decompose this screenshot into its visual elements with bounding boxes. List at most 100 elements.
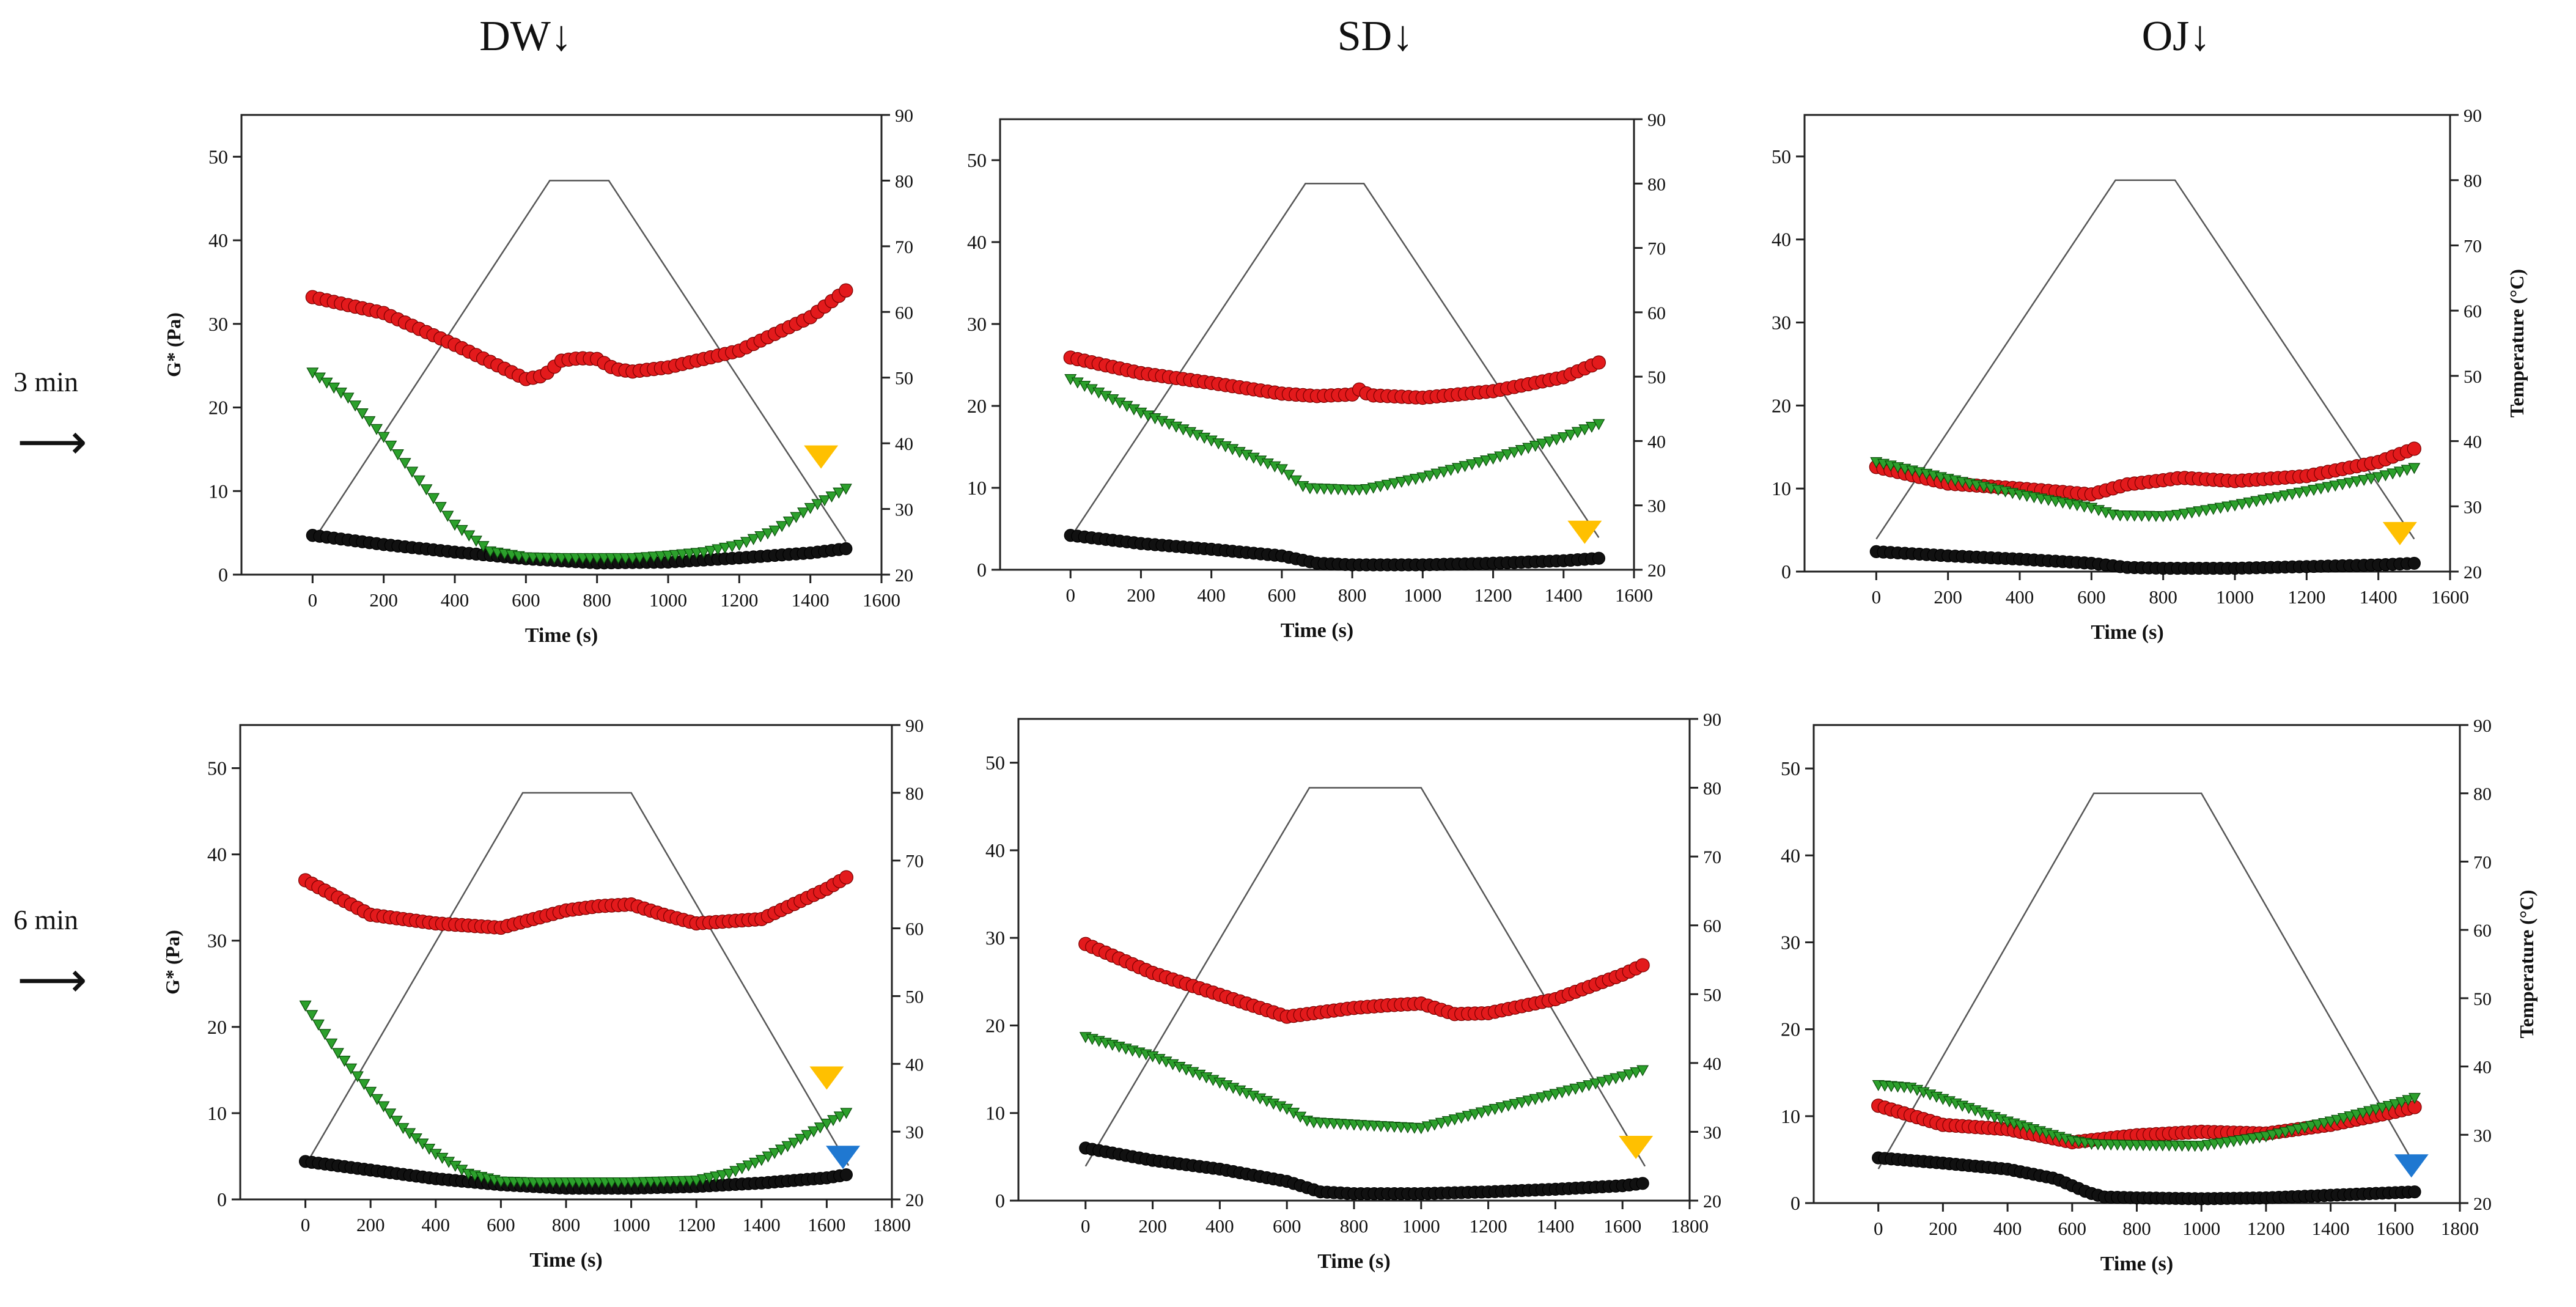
row-label-6min: 6 min xyxy=(13,904,79,935)
data-point xyxy=(463,530,476,542)
data-point xyxy=(833,1111,846,1123)
data-point xyxy=(1549,1089,1562,1100)
x-tick-label: 800 xyxy=(2122,1218,2151,1239)
y2-tick-label: 50 xyxy=(2473,989,2492,1009)
data-point xyxy=(1515,1097,1528,1109)
data-point xyxy=(704,545,717,557)
data-point xyxy=(1616,1071,1629,1083)
column-header-sd: SD↓ xyxy=(1337,13,1414,60)
data-point xyxy=(794,1133,807,1145)
x-tick-label: 1200 xyxy=(2247,1218,2285,1239)
data-point xyxy=(2350,476,2363,488)
data-point xyxy=(2272,492,2284,503)
data-point xyxy=(1353,484,1366,496)
x-tick-label: 1800 xyxy=(1671,1215,1709,1237)
data-point xyxy=(1409,474,1422,485)
series-g-prime xyxy=(1872,1080,2421,1152)
y2-axis-label: Temperature (°C) xyxy=(2515,890,2537,1039)
y-tick-label: 50 xyxy=(985,752,1005,774)
y-tick-label: 0 xyxy=(218,564,228,586)
data-point xyxy=(661,550,675,562)
y-tick-label: 10 xyxy=(1772,477,1791,499)
data-point xyxy=(2264,493,2277,505)
series-g-prime xyxy=(306,367,852,564)
data-point xyxy=(2364,473,2377,485)
data-point xyxy=(2279,490,2292,502)
data-point xyxy=(2322,482,2335,493)
data-point xyxy=(1571,427,1584,438)
y-tick-label: 30 xyxy=(207,930,227,952)
x-tick-label: 0 xyxy=(301,1214,311,1235)
data-point xyxy=(1473,457,1485,469)
y-tick-label: 40 xyxy=(985,839,1005,861)
data-point xyxy=(2357,1108,2369,1119)
data-point xyxy=(1630,1067,1643,1078)
data-point xyxy=(2379,470,2392,482)
chart-sd-3min: 0 10 20 30 40 50 20 30 40 50 60 70 80 90 0 200 400 600 800… xyxy=(967,110,1666,642)
data-point xyxy=(1421,1121,1434,1133)
data-point xyxy=(839,542,853,556)
data-point xyxy=(2372,472,2385,484)
data-point xyxy=(1636,1177,1649,1190)
data-point xyxy=(1578,424,1591,436)
data-point xyxy=(2178,509,2191,520)
x-tick-label: 400 xyxy=(1197,584,1226,606)
x-tick-label: 1600 xyxy=(1615,584,1653,606)
data-point xyxy=(839,1168,853,1182)
y2-tick-label: 30 xyxy=(1647,496,1666,517)
data-point xyxy=(801,1130,814,1141)
data-point xyxy=(719,542,732,554)
y-tick-label: 40 xyxy=(1772,229,1791,251)
y-tick-label: 20 xyxy=(1781,1018,1800,1040)
series-g-prime xyxy=(299,1000,853,1189)
data-point xyxy=(2407,441,2421,456)
plot-frame xyxy=(999,118,1635,571)
data-point xyxy=(1435,1117,1448,1129)
y2-tick-label: 60 xyxy=(2464,301,2482,322)
x-tick-label: 200 xyxy=(1929,1218,1957,1239)
data-point xyxy=(2344,1111,2357,1123)
y2-tick-label: 20 xyxy=(905,1190,924,1210)
data-point xyxy=(1468,1109,1481,1121)
x-tick-label: 600 xyxy=(2058,1218,2087,1239)
data-point xyxy=(2193,506,2206,518)
data-point xyxy=(1495,1102,1508,1114)
data-point xyxy=(1451,463,1464,474)
y2-tick-label: 90 xyxy=(2464,106,2482,126)
x-axis-label: Time (s) xyxy=(2091,621,2163,644)
data-point xyxy=(1569,1083,1582,1095)
data-point xyxy=(827,1115,840,1127)
x-tick-label: 600 xyxy=(487,1214,515,1235)
y2-tick-label: 80 xyxy=(1703,779,1721,799)
data-point xyxy=(1592,551,1605,565)
y-tick-label: 40 xyxy=(1781,844,1800,866)
data-point xyxy=(655,551,668,562)
data-point xyxy=(1562,1085,1575,1097)
data-point xyxy=(318,1029,331,1040)
data-point xyxy=(342,392,355,404)
x-tick-label: 1400 xyxy=(1545,584,1583,606)
chart-dw-6min: 0 10 20 30 40 50 20 30 40 50 60 70 80 90 0 200 400 600 800… xyxy=(161,716,924,1272)
data-point xyxy=(2402,1095,2415,1106)
y2-tick-label: 40 xyxy=(2473,1058,2492,1078)
y2-tick-label: 90 xyxy=(1703,710,1721,730)
x-tick-label: 400 xyxy=(441,589,469,611)
y2-tick-label: 70 xyxy=(905,852,924,872)
data-point xyxy=(1462,1111,1474,1122)
data-point xyxy=(1275,464,1288,476)
data-point xyxy=(749,1157,762,1169)
data-point xyxy=(1556,1087,1569,1099)
plot-frame xyxy=(240,114,883,576)
x-axis-label: Time (s) xyxy=(529,1249,602,1272)
data-point xyxy=(1583,1080,1595,1092)
x-tick-label: 200 xyxy=(356,1214,385,1235)
series-g-star xyxy=(298,870,853,935)
marker-yellow-triangle xyxy=(809,1066,844,1090)
chart-oj-6min: 0 10 20 30 40 50 20 30 40 50 60 70 80 90 0 200 400 600 800… xyxy=(1781,716,2537,1275)
y2-tick-label: 60 xyxy=(895,303,913,323)
x-tick-label: 1200 xyxy=(720,589,758,611)
x-tick-label: 200 xyxy=(1127,584,1155,606)
data-point xyxy=(1603,1075,1616,1086)
temperature-profile-line xyxy=(1070,183,1600,539)
data-point xyxy=(2300,486,2313,498)
